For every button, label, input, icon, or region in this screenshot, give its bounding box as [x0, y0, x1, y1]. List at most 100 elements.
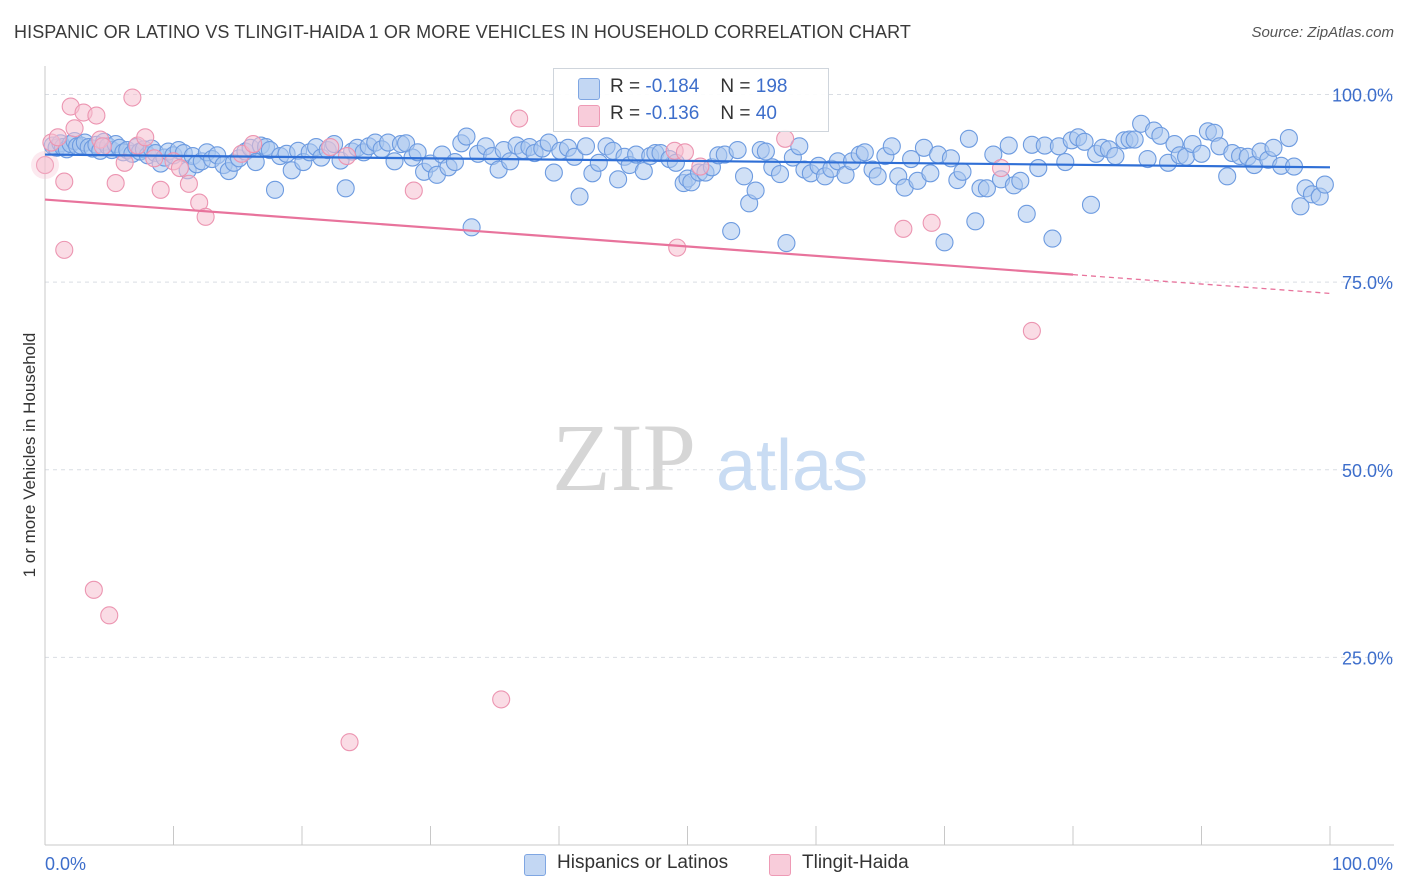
point-tlingit [337, 147, 357, 166]
point-tlingit [675, 143, 694, 162]
point-tlingit [510, 109, 529, 128]
point-hispanics [1151, 126, 1170, 145]
point-hispanics [953, 162, 972, 181]
legend-swatch-pink [578, 105, 600, 127]
point-tlingit [55, 240, 74, 259]
point-hispanics [770, 165, 790, 184]
x-tick-label: 100.0% [1332, 854, 1393, 874]
point-tlingit [115, 153, 134, 172]
trend-lines [44, 153, 1331, 295]
point-tlingit [340, 733, 359, 752]
point-tlingit [321, 137, 340, 157]
n-value: 40 [755, 103, 777, 124]
point-hispanics [1264, 138, 1283, 157]
r-value: -0.184 [645, 76, 700, 97]
series-hispanics-points [43, 114, 1334, 253]
point-tlingit [35, 156, 55, 175]
point-hispanics [265, 180, 285, 199]
chart-title: HISPANIC OR LATINO VS TLINGIT-HAIDA 1 OR… [14, 22, 911, 42]
point-hispanics [1029, 159, 1048, 178]
point-tlingit [48, 128, 67, 147]
point-tlingit [1022, 321, 1041, 340]
point-hispanics [570, 187, 589, 206]
axes [44, 66, 1394, 846]
point-hispanics [565, 147, 584, 166]
point-hispanics [734, 167, 754, 186]
trend-line-tlingit [44, 198, 1074, 276]
point-hispanics [634, 162, 653, 181]
y-axis-label: 1 or more Vehicles in Household [20, 332, 39, 578]
point-tlingit [106, 174, 125, 193]
point-hispanics [756, 142, 775, 161]
point-tlingit [170, 159, 189, 178]
point-hispanics [1315, 175, 1334, 194]
n-label: N = [720, 103, 751, 124]
point-tlingit [145, 149, 164, 168]
watermark-atlas: atlas [716, 426, 868, 506]
point-hispanics [1279, 128, 1298, 148]
x-tick-label: 0.0% [45, 854, 86, 874]
point-hispanics [1125, 130, 1144, 149]
y-tick-label: 100.0% [1332, 86, 1393, 106]
point-hispanics [1291, 197, 1310, 216]
point-tlingit [136, 128, 155, 147]
point-hispanics [589, 153, 608, 172]
source-label: Source: ZipAtlas.com [1251, 24, 1394, 41]
point-hispanics [966, 212, 985, 231]
tick-labels: 25.0% 50.0% 75.0% 100.0% 0.0% 100.0% [45, 86, 1393, 874]
point-tlingit [991, 159, 1011, 178]
watermark: ZIP atlas [552, 404, 868, 511]
point-hispanics [1138, 150, 1157, 169]
y-tick-label: 75.0% [1342, 273, 1393, 293]
point-hispanics [1218, 167, 1237, 186]
point-hispanics [457, 127, 476, 146]
point-hispanics [855, 143, 874, 162]
r-label: R = [610, 103, 641, 124]
point-hispanics [959, 129, 978, 148]
legend-swatch-blue [524, 854, 546, 876]
point-tlingit [922, 213, 941, 232]
point-hispanics [999, 136, 1018, 155]
point-hispanics [1011, 171, 1030, 190]
point-hispanics [921, 164, 940, 183]
point-hispanics [746, 181, 765, 200]
legend-label: Hispanics or Latinos [557, 852, 729, 873]
point-tlingit [691, 157, 710, 176]
point-hispanics [722, 222, 741, 241]
correlation-legend: R = -0.184 N = 198 R = -0.136 N = 40 [553, 68, 829, 132]
point-hispanics [1081, 195, 1101, 214]
point-hispanics [462, 218, 481, 237]
legend-label: Tlingit-Haida [802, 852, 909, 873]
point-hispanics [1017, 204, 1036, 223]
point-hispanics [501, 152, 520, 171]
point-hispanics [935, 233, 954, 252]
point-tlingit [179, 174, 198, 193]
n-value: 198 [755, 76, 788, 97]
point-tlingit [151, 180, 170, 199]
point-tlingit [84, 580, 103, 599]
point-hispanics [1056, 153, 1075, 172]
point-hispanics [1192, 144, 1211, 163]
point-hispanics [790, 137, 809, 156]
n-label: N = [720, 76, 751, 97]
point-hispanics [1043, 229, 1062, 248]
point-tlingit [492, 690, 511, 709]
point-hispanics [408, 143, 427, 162]
point-hispanics [246, 153, 265, 172]
point-tlingit [668, 238, 687, 257]
point-tlingit [232, 144, 251, 163]
trend-line-tlingit-extension [1072, 273, 1331, 295]
point-hispanics [977, 179, 996, 198]
point-hispanics [728, 141, 747, 160]
point-tlingit [87, 106, 106, 125]
point-hispanics [445, 153, 464, 172]
trend-line-hispanics [44, 153, 1331, 169]
legend-swatch-pink [769, 854, 791, 876]
point-hispanics [576, 137, 596, 156]
watermark-zip: ZIP [552, 404, 696, 511]
r-label: R = [610, 76, 641, 97]
point-hispanics [544, 163, 563, 182]
point-tlingit [776, 129, 795, 148]
point-tlingit [123, 88, 142, 107]
